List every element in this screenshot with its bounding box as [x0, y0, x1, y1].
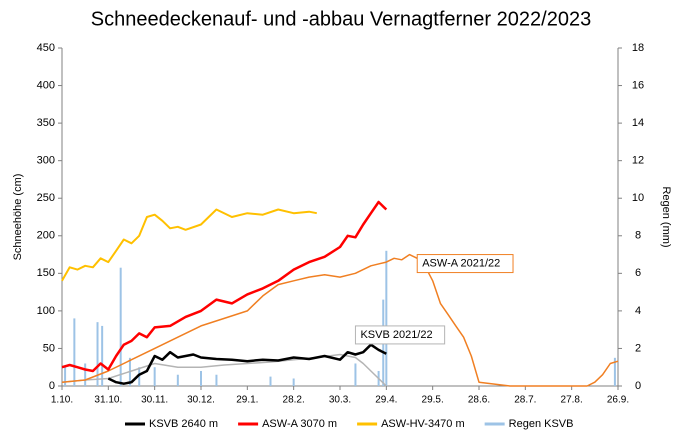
y-tick-label: 200 — [37, 230, 55, 242]
legend-label: KSVB 2640 m — [149, 418, 218, 430]
rain-bar — [385, 250, 388, 386]
annotation: ASW-A 2021/22 — [422, 257, 500, 269]
annotation-box — [354, 325, 446, 345]
x-tick-label: 29.5. — [422, 395, 444, 406]
y2-tick-label: 4 — [635, 305, 641, 317]
rain-bar — [613, 357, 616, 386]
x-tick-label: 26.9. — [607, 395, 629, 406]
rain-bar — [96, 322, 99, 386]
rain-bar — [138, 367, 141, 386]
series-line — [61, 253, 619, 387]
y2-tick-label: 6 — [635, 267, 641, 279]
rain-bar — [200, 370, 202, 386]
y-tick-label: 50 — [43, 342, 55, 354]
legend-label: ASW-HV-3470 m — [381, 418, 465, 430]
rain-bar — [73, 318, 76, 386]
y-tick-label: 100 — [37, 305, 55, 317]
y2-tick-label: 0 — [635, 380, 641, 392]
y-tick-label: 300 — [37, 155, 55, 167]
rain-bar — [292, 378, 295, 386]
series-line — [61, 208, 317, 282]
rain-bar — [215, 374, 218, 386]
series-line — [107, 343, 387, 385]
rain-bar — [153, 367, 156, 386]
rain-bar — [354, 363, 357, 386]
rain-bar — [269, 376, 272, 386]
series-line — [61, 353, 387, 387]
y2-tick-label: 10 — [632, 192, 644, 204]
y-tick-label: 350 — [37, 117, 55, 129]
y-tick-label: 150 — [37, 267, 55, 279]
x-tick-label: 30.3. — [329, 395, 351, 406]
x-tick-label: 31.10. — [94, 395, 122, 406]
x-tick-label: 1.10. — [51, 395, 73, 406]
y2-tick-label: 8 — [635, 230, 641, 242]
legend-label: Regen KSVB — [509, 418, 574, 430]
y2-tick-label: 14 — [632, 117, 644, 129]
x-tick-label: 29.4. — [375, 395, 397, 406]
rain-bar — [176, 374, 179, 386]
rain-bar — [101, 325, 104, 386]
chart-title: Schneedeckenauf- und -abbau Vernagtferne… — [91, 8, 591, 30]
rain-bar — [119, 267, 122, 386]
y-tick-label: 400 — [37, 79, 55, 91]
rain-bar — [84, 363, 87, 386]
y-axis-label: Schneehöhe (cm) — [12, 174, 24, 261]
y2-axis-label: Regen (mm) — [660, 186, 672, 247]
annotation: KSVB 2021/22 — [360, 329, 432, 341]
rain-bar — [64, 367, 67, 386]
x-tick-label: 27.8. — [561, 395, 583, 406]
x-tick-label: 30.11. — [141, 395, 168, 406]
y2-tick-label: 12 — [632, 155, 644, 167]
x-tick-label: 28.6. — [468, 395, 490, 406]
x-tick-label: 29.1. — [236, 395, 258, 406]
x-tick-label: 28.2. — [283, 395, 305, 406]
y-tick-label: 450 — [37, 42, 55, 54]
x-tick-label: 28.7. — [514, 395, 536, 406]
annotation-box — [416, 254, 514, 274]
legend-label: ASW-A 3070 m — [262, 418, 337, 430]
y2-tick-label: 2 — [635, 342, 641, 354]
y2-tick-label: 16 — [632, 79, 644, 91]
x-tick-label: 30.12. — [187, 395, 215, 406]
y-tick-label: 0 — [49, 380, 55, 392]
series-line — [61, 200, 388, 373]
y2-tick-label: 18 — [632, 42, 644, 54]
y-tick-label: 250 — [37, 192, 55, 204]
